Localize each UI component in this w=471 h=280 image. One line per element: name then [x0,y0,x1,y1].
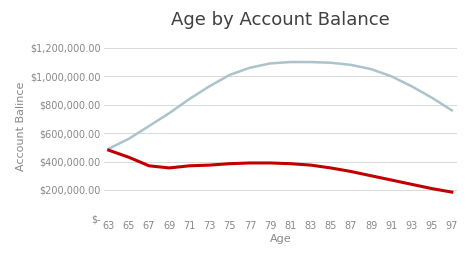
Balance not delayed [429,187,434,190]
Balance delayed [146,124,152,128]
Balance not delayed [308,164,313,167]
Balance not delayed [166,166,172,170]
Balance not delayed [348,170,354,173]
Balance delayed [429,96,434,99]
Balance delayed [166,111,172,115]
Balance delayed [368,67,374,71]
Title: Age by Account Balance: Age by Account Balance [171,11,390,29]
Balance delayed [287,60,293,64]
Balance not delayed [268,161,273,165]
Balance not delayed [126,156,132,159]
Balance not delayed [368,174,374,178]
Balance not delayed [247,161,253,165]
Line: Balance not delayed: Balance not delayed [109,150,452,192]
Balance delayed [268,62,273,65]
Balance not delayed [389,178,394,182]
Balance not delayed [146,164,152,167]
Line: Balance delayed: Balance delayed [109,62,452,149]
Balance delayed [409,85,414,88]
Balance not delayed [409,183,414,186]
Balance delayed [187,97,192,101]
Balance delayed [227,73,233,76]
Balance delayed [328,61,333,64]
Balance not delayed [328,166,333,170]
Balance delayed [348,63,354,67]
Balance delayed [207,85,212,88]
Balance delayed [389,74,394,78]
Balance delayed [126,137,132,141]
Balance not delayed [207,164,212,167]
Balance not delayed [287,162,293,165]
Balance delayed [106,147,112,150]
Y-axis label: Account Balince: Account Balince [16,81,26,171]
Balance not delayed [187,164,192,167]
Balance delayed [247,66,253,69]
Balance not delayed [227,162,233,165]
X-axis label: Age: Age [269,234,291,244]
Balance delayed [308,60,313,64]
Balance not delayed [106,148,112,152]
Balance not delayed [449,190,455,194]
Balance delayed [449,109,455,112]
